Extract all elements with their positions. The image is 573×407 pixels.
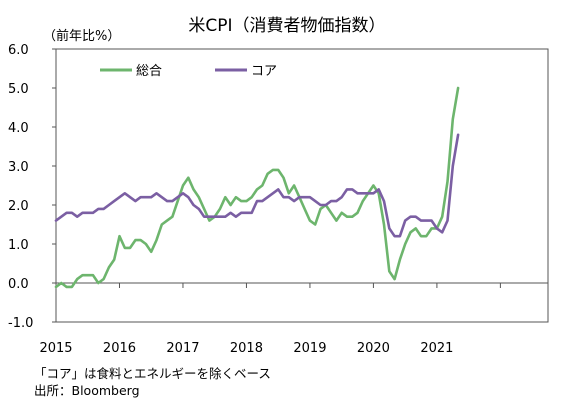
source-note: 出所：Bloomberg bbox=[34, 383, 140, 398]
y-tick-label: 6.0 bbox=[8, 43, 29, 58]
x-tick-label: 2019 bbox=[293, 341, 326, 356]
y-axis-ticks: 6.0 5.0 4.0 3.0 2.0 1.0 0.0 -1.0 bbox=[8, 43, 56, 331]
series-lines bbox=[54, 86, 460, 289]
plot-area-frame bbox=[55, 48, 549, 323]
y-tick-label: 0.0 bbox=[8, 277, 29, 292]
series-line-headline bbox=[54, 86, 460, 289]
y-tick-label: 4.0 bbox=[8, 121, 29, 136]
y-tick-label: 1.0 bbox=[8, 238, 29, 253]
x-tick-label: 2020 bbox=[357, 341, 390, 356]
x-axis-ticks: 2015 2016 2017 2018 2019 2020 2021 bbox=[39, 282, 548, 356]
y-axis-unit-label: （前年比%） bbox=[43, 28, 120, 44]
x-tick-label: 2021 bbox=[420, 341, 453, 356]
y-tick-label: 3.0 bbox=[8, 160, 29, 175]
x-tick-label: 2018 bbox=[230, 341, 263, 356]
legend-label: 総合 bbox=[136, 64, 162, 79]
y-tick-label: -1.0 bbox=[8, 316, 33, 331]
x-tick-label: 2016 bbox=[103, 341, 136, 356]
x-tick-label: 2015 bbox=[39, 341, 72, 356]
core-definition-note: 「コア」は食料とエネルギーを除くベース bbox=[34, 366, 271, 381]
x-tick-label: 2017 bbox=[166, 341, 199, 356]
y-tick-label: 5.0 bbox=[8, 82, 29, 97]
legend: 総合 コア bbox=[100, 64, 277, 79]
chart-title: 米CPI（消費者物価指数） bbox=[188, 16, 385, 36]
y-tick-label: 2.0 bbox=[8, 199, 29, 214]
series-line-core bbox=[54, 133, 460, 238]
legend-label: コア bbox=[251, 64, 277, 79]
